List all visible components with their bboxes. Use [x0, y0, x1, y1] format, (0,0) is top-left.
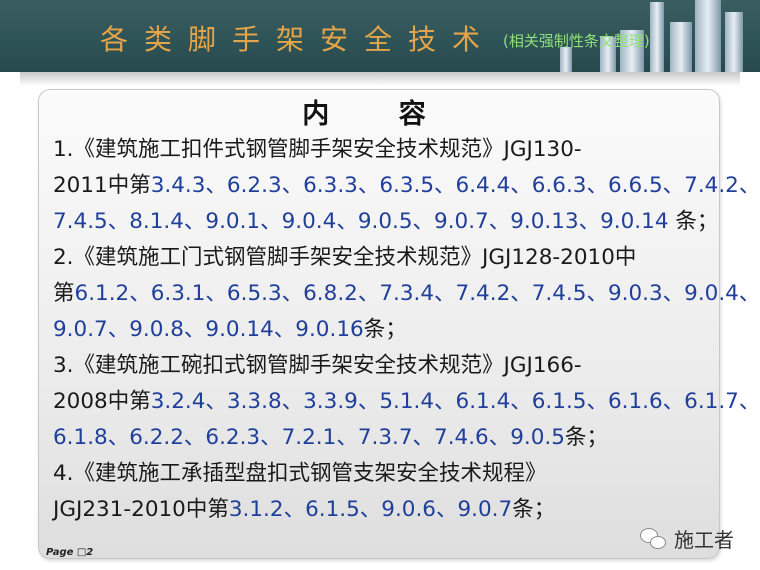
page-number: Page □2	[46, 547, 94, 558]
content-line: 3.《建筑施工碗扣式钢管脚手架安全技术规范》JGJ166-	[53, 348, 718, 384]
line-text: 条；	[668, 209, 719, 234]
clause-numbers: 9.0.7、9.0.8、9.0.14、9.0.16	[53, 317, 364, 342]
line-text: 4.《建筑施工承插型盘扣式钢管支架安全技术规程》	[53, 461, 547, 486]
line-text: 第	[53, 281, 75, 306]
watermark: 施工者	[640, 524, 734, 553]
line-text: 2.《建筑施工门式钢管脚手架安全技术规范》JGJ128-2010中	[53, 245, 637, 270]
content-line: 2011中第3.4.3、6.2.3、6.3.3、6.3.5、6.4.4、6.6.…	[53, 168, 760, 204]
wechat-icon	[640, 527, 668, 550]
line-text: 条；	[363, 317, 407, 342]
city-skyline-image	[500, 0, 760, 72]
clause-numbers: 6.1.8、6.2.2、6.2.3、7.2.1、7.3.7、7.4.6、9.0.…	[53, 425, 565, 450]
clause-numbers: 3.1.2、6.1.5、9.0.6、9.0.7	[228, 497, 513, 522]
clause-numbers: 3.2.4、3.3.8、3.3.9、5.1.4、6.1.4、6.1.5、6.1.…	[150, 389, 760, 414]
line-text: 2011中第	[53, 173, 151, 198]
line-text: 3.《建筑施工碗扣式钢管脚手架安全技术规范》JGJ166-	[53, 353, 582, 378]
line-text: 条；	[564, 425, 608, 450]
content-line: 2008中第3.2.4、3.3.8、3.3.9、5.1.4、6.1.4、6.1.…	[53, 384, 760, 420]
clause-numbers: 6.1.2、6.3.1、6.5.3、6.8.2、7.3.4、7.4.2、7.4.…	[74, 281, 760, 306]
watermark-text: 施工者	[674, 528, 734, 552]
content-heading: 内 容	[302, 99, 456, 130]
page-subtitle: (相关强制性条文整理)	[503, 32, 650, 50]
line-text: 1.《建筑施工扣件式钢管脚手架安全技术规范》JGJ130-	[53, 137, 582, 162]
page-title: 各类脚手架安全技术	[100, 23, 497, 56]
line-text: JGJ231-2010中第	[53, 497, 229, 522]
clause-numbers: 7.4.5、8.1.4、9.0.1、9.0.4、9.0.5、9.0.7、9.0.…	[53, 209, 669, 234]
content-line: 1.《建筑施工扣件式钢管脚手架安全技术规范》JGJ130-	[53, 132, 718, 168]
content-line: 9.0.7、9.0.8、9.0.14、9.0.16条；	[53, 312, 718, 348]
content-line: JGJ231-2010中第3.1.2、6.1.5、9.0.6、9.0.7条；	[53, 492, 718, 528]
content-lines: 1.《建筑施工扣件式钢管脚手架安全技术规范》JGJ130- 2011中第3.4.3…	[53, 132, 760, 528]
content-line: 4.《建筑施工承插型盘扣式钢管支架安全技术规程》	[53, 456, 718, 492]
line-text: 2008中第	[53, 389, 151, 414]
content-line: 第6.1.2、6.3.1、6.5.3、6.8.2、7.3.4、7.4.2、7.4…	[53, 276, 760, 312]
content-panel: 内 容 1.《建筑施工扣件式钢管脚手架安全技术规范》JGJ130- 2011中第3…	[38, 89, 760, 559]
line-text: 条；	[512, 497, 556, 522]
header-banner: 各类脚手架安全技术 (相关强制性条文整理)	[0, 0, 760, 72]
banner-shadow	[20, 72, 740, 86]
content-line: 7.4.5、8.1.4、9.0.1、9.0.4、9.0.5、9.0.7、9.0.…	[53, 204, 718, 240]
clause-numbers: 3.4.3、6.2.3、6.3.3、6.3.5、6.4.4、6.6.3、6.6.…	[150, 173, 760, 198]
content-line: 2.《建筑施工门式钢管脚手架安全技术规范》JGJ128-2010中	[53, 240, 718, 276]
content-line: 6.1.8、6.2.2、6.2.3、7.2.1、7.3.7、7.4.6、9.0.…	[53, 420, 718, 456]
